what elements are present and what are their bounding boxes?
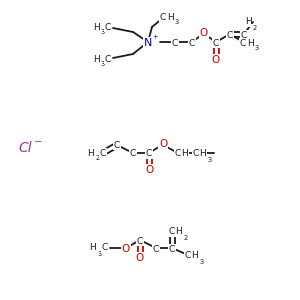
Text: C: C bbox=[213, 38, 219, 47]
Text: H: H bbox=[247, 38, 254, 47]
Text: C: C bbox=[185, 251, 191, 260]
Text: O: O bbox=[212, 55, 220, 65]
Text: H: H bbox=[167, 13, 173, 22]
Text: N: N bbox=[144, 38, 152, 48]
Text: C: C bbox=[240, 38, 246, 47]
Text: C: C bbox=[169, 244, 175, 253]
Text: H: H bbox=[90, 244, 96, 253]
Text: C: C bbox=[114, 140, 120, 149]
Text: H: H bbox=[200, 149, 206, 158]
Text: C: C bbox=[172, 38, 178, 47]
Text: C: C bbox=[153, 244, 159, 253]
Text: 3: 3 bbox=[101, 29, 105, 35]
Text: O: O bbox=[200, 28, 208, 38]
Text: C: C bbox=[102, 244, 108, 253]
Text: O: O bbox=[136, 253, 144, 263]
Text: 2: 2 bbox=[96, 155, 100, 161]
Text: C: C bbox=[146, 149, 152, 158]
Text: H: H bbox=[88, 148, 94, 158]
Text: 3: 3 bbox=[255, 46, 259, 52]
Text: C: C bbox=[105, 55, 111, 64]
Text: 3: 3 bbox=[101, 61, 105, 68]
Text: C: C bbox=[227, 31, 233, 40]
Text: C: C bbox=[130, 149, 136, 158]
Text: C: C bbox=[137, 236, 143, 245]
Text: O: O bbox=[159, 139, 167, 149]
Text: C: C bbox=[241, 31, 247, 40]
Text: H: H bbox=[93, 22, 99, 32]
Text: C: C bbox=[105, 22, 111, 32]
Text: 2: 2 bbox=[253, 25, 257, 31]
Text: −: − bbox=[34, 137, 43, 147]
Text: H: H bbox=[244, 17, 251, 26]
Text: C: C bbox=[175, 149, 181, 158]
Text: H: H bbox=[176, 227, 182, 236]
Text: O: O bbox=[145, 165, 153, 175]
Text: H: H bbox=[93, 55, 99, 64]
Text: O: O bbox=[122, 244, 130, 254]
Text: 3: 3 bbox=[208, 157, 212, 163]
Text: C: C bbox=[100, 148, 106, 158]
Text: 3: 3 bbox=[98, 250, 102, 256]
Text: +: + bbox=[152, 34, 158, 40]
Text: 3: 3 bbox=[175, 20, 179, 26]
Text: C: C bbox=[169, 227, 175, 236]
Text: H: H bbox=[182, 149, 188, 158]
Text: C: C bbox=[193, 149, 199, 158]
Text: H: H bbox=[192, 251, 198, 260]
Text: C: C bbox=[160, 13, 166, 22]
Text: 2: 2 bbox=[184, 235, 188, 241]
Text: C: C bbox=[189, 38, 195, 47]
Text: 3: 3 bbox=[200, 259, 204, 265]
Text: Cl: Cl bbox=[18, 141, 32, 155]
